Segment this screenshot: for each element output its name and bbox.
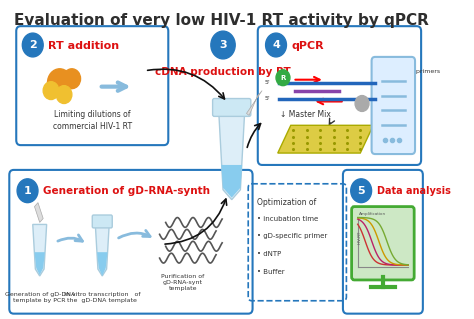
Polygon shape bbox=[33, 225, 46, 276]
Polygon shape bbox=[35, 252, 45, 275]
Text: 3': 3' bbox=[378, 80, 383, 85]
Text: Generation of gD-RNA-synth: Generation of gD-RNA-synth bbox=[43, 186, 210, 196]
Polygon shape bbox=[221, 165, 242, 198]
Text: gD-specific primers: gD-specific primers bbox=[379, 69, 440, 74]
Polygon shape bbox=[278, 125, 374, 153]
Circle shape bbox=[265, 33, 286, 57]
Text: Generation of gD-DNA
template by PCR: Generation of gD-DNA template by PCR bbox=[5, 292, 75, 303]
Circle shape bbox=[351, 179, 372, 203]
FancyBboxPatch shape bbox=[92, 215, 112, 228]
Text: • Buffer: • Buffer bbox=[257, 269, 284, 275]
Text: 3': 3' bbox=[378, 96, 383, 101]
Text: 1: 1 bbox=[24, 186, 31, 196]
FancyBboxPatch shape bbox=[352, 207, 414, 280]
Text: HIV-RT: HIV-RT bbox=[358, 231, 362, 244]
Text: • incubation time: • incubation time bbox=[257, 216, 318, 221]
Text: 5: 5 bbox=[357, 186, 365, 196]
Text: cDNA production by RT: cDNA production by RT bbox=[155, 67, 291, 77]
Text: Amplification: Amplification bbox=[359, 211, 387, 216]
Text: • gD-specific primer: • gD-specific primer bbox=[257, 234, 327, 239]
FancyBboxPatch shape bbox=[213, 99, 251, 116]
Text: Evaluation of very low HIV-1 RT activity by qPCR: Evaluation of very low HIV-1 RT activity… bbox=[14, 13, 428, 28]
Circle shape bbox=[43, 82, 59, 100]
Circle shape bbox=[355, 96, 369, 111]
Text: RT addition: RT addition bbox=[48, 41, 119, 51]
Text: 5': 5' bbox=[265, 96, 271, 101]
Text: Data analysis: Data analysis bbox=[377, 186, 451, 196]
Text: Optimization of: Optimization of bbox=[257, 198, 316, 207]
Text: 5': 5' bbox=[265, 80, 271, 85]
Polygon shape bbox=[95, 225, 109, 276]
Circle shape bbox=[17, 179, 38, 203]
Circle shape bbox=[47, 69, 72, 97]
Circle shape bbox=[276, 70, 290, 85]
Text: 2: 2 bbox=[29, 40, 36, 50]
Polygon shape bbox=[35, 203, 43, 222]
Circle shape bbox=[211, 31, 235, 59]
FancyBboxPatch shape bbox=[372, 57, 415, 154]
Circle shape bbox=[22, 33, 43, 57]
Text: Limiting dilutions of
commercial HIV-1 RT: Limiting dilutions of commercial HIV-1 R… bbox=[53, 110, 132, 131]
Circle shape bbox=[63, 69, 81, 89]
Text: SYBR green: SYBR green bbox=[379, 79, 416, 84]
Text: qPCR: qPCR bbox=[292, 41, 324, 51]
Circle shape bbox=[56, 85, 72, 103]
Text: 3: 3 bbox=[219, 40, 227, 50]
Text: ↓ Master Mix: ↓ Master Mix bbox=[280, 110, 331, 119]
Text: 4: 4 bbox=[272, 40, 280, 50]
Text: In vitro transcription   of
the  gD-DNA template: In vitro transcription of the gD-DNA tem… bbox=[64, 292, 140, 303]
Polygon shape bbox=[219, 110, 245, 200]
Polygon shape bbox=[97, 252, 108, 276]
Text: R: R bbox=[280, 75, 286, 81]
Text: Purification of
gD-RNA-synt
template: Purification of gD-RNA-synt template bbox=[162, 274, 205, 291]
Text: • dNTP: • dNTP bbox=[257, 251, 281, 257]
Polygon shape bbox=[246, 91, 262, 115]
